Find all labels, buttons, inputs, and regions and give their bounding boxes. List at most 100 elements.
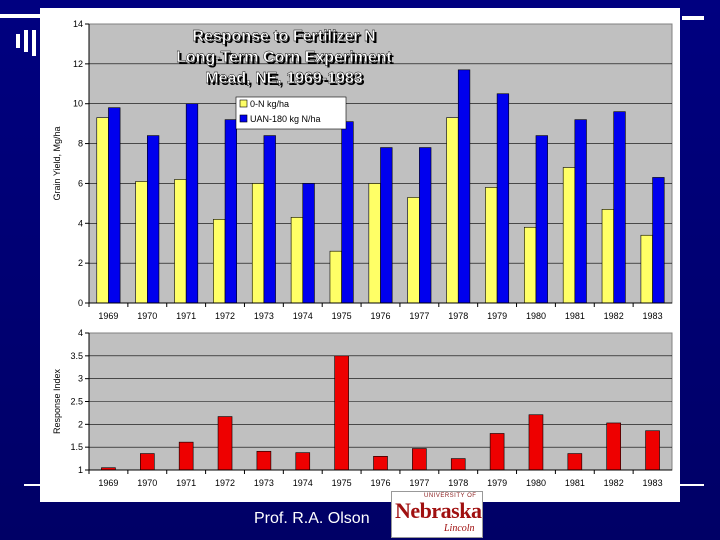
chart-panel: 0 2 4 6 8 10 12 14 Grain Yield, Mg/ha 1969 1970 197… (40, 8, 680, 502)
x-tick-label: 1981 (565, 311, 585, 321)
x-tick-label: 1975 (332, 478, 352, 488)
x-tick-label: 1969 (98, 478, 118, 488)
bar (341, 121, 354, 304)
y-axis-label: Response Index (52, 368, 62, 434)
x-tick-label: 1980 (526, 478, 546, 488)
x-tick-label: 1976 (370, 478, 390, 488)
y-axis-label: Grain Yield, Mg/ha (52, 126, 62, 200)
bar (613, 111, 626, 304)
bar (373, 455, 388, 471)
university-logo: UNIVERSITY OF Nebraska Lincoln (391, 491, 483, 538)
y-tick-label: 2.5 (70, 397, 83, 407)
chart-title-shadow: Long-Term Corn Experiment (178, 51, 394, 68)
x-tick-label: 1983 (643, 311, 663, 321)
bar (256, 450, 272, 471)
x-tick-label: 1978 (448, 478, 468, 488)
x-tick-label: 1981 (565, 478, 585, 488)
bar (213, 219, 226, 304)
bar (419, 147, 432, 304)
x-tick-label: 1977 (409, 478, 429, 488)
legend-label: UAN-180 kg N/ha (250, 114, 321, 124)
x-tick-label: 1969 (98, 311, 118, 321)
x-tick-label: 1971 (176, 478, 196, 488)
chart-title-line: Mead, NE, 1969-1983 (205, 70, 363, 87)
bar (574, 119, 587, 304)
decorative-bar (16, 34, 20, 48)
bar (562, 167, 576, 304)
bar (457, 69, 471, 304)
decorative-bar (680, 484, 704, 486)
y-tick-label: 10 (73, 99, 83, 109)
bar (217, 416, 233, 471)
bar (147, 135, 160, 304)
x-tick-label: 1975 (332, 311, 352, 321)
bar (135, 181, 148, 304)
y-tick-label: 2 (78, 258, 83, 268)
bar (640, 234, 653, 304)
bar (224, 119, 237, 304)
chart-title-shadow: Response to Fertilizer N (194, 30, 377, 47)
x-tick-label: 1980 (526, 311, 546, 321)
x-tick-label: 1983 (643, 478, 663, 488)
x-tick-label: 1970 (137, 311, 157, 321)
bar (334, 355, 349, 471)
bar (263, 135, 276, 304)
x-tick-label: 1973 (254, 311, 274, 321)
bar (652, 177, 665, 304)
y-tick-label: 3.5 (70, 351, 83, 361)
bar (567, 453, 583, 471)
x-tick-label: 1974 (293, 478, 313, 488)
bar (368, 183, 381, 304)
bar (528, 414, 544, 471)
y-tick-label: 3 (78, 374, 83, 384)
x-tick-label: 1978 (448, 311, 468, 321)
chart-title-line: Response to Fertilizer N (192, 28, 375, 45)
y-tick-label: 14 (73, 19, 83, 29)
bar (645, 430, 660, 471)
yield-chart: 0 2 4 6 8 10 12 14 Grain Yield, Mg/ha 1969 1970 197… (52, 19, 673, 321)
bar (601, 209, 614, 304)
decorative-bar (0, 14, 48, 18)
legend-swatch (239, 99, 248, 108)
bar (446, 117, 459, 304)
bar (178, 441, 194, 471)
legend-box (235, 96, 347, 130)
x-tick-label: 1974 (293, 311, 313, 321)
decorative-bar (32, 30, 36, 56)
legend-swatch (239, 114, 248, 123)
x-tick-label: 1977 (409, 311, 429, 321)
bar (302, 183, 315, 304)
y-tick-label: 2 (78, 419, 83, 429)
bar (295, 452, 311, 471)
y-tick-label: 4 (78, 328, 83, 338)
y-tick-label: 0 (78, 298, 83, 308)
decorative-bar (682, 16, 704, 20)
bar (535, 135, 548, 304)
x-tick-label: 1982 (604, 311, 624, 321)
bar (489, 433, 505, 471)
bar (290, 217, 304, 304)
logo-bottom-text: Lincoln (444, 523, 475, 534)
x-tick-label: 1979 (487, 311, 507, 321)
y-tick-label: 1 (78, 465, 83, 475)
logo-main-text: Nebraska (395, 498, 482, 523)
bar (140, 453, 155, 471)
x-tick-label: 1973 (254, 478, 274, 488)
chart-title-shadow: Mead, NE, 1969-1983 (207, 72, 365, 89)
bar (380, 147, 393, 304)
y-tick-label: 8 (78, 139, 83, 149)
bar (185, 103, 199, 304)
bar (450, 458, 466, 471)
x-tick-label: 1971 (176, 311, 196, 321)
bar (407, 197, 420, 304)
x-tick-label: 1970 (137, 478, 157, 488)
bar (485, 187, 498, 304)
bar (496, 93, 510, 304)
bar (412, 448, 427, 471)
response-index-chart: 1 1.5 2 2.5 3 3.5 4 Response Index 1969 1970 1971 1… (52, 328, 673, 488)
legend: 0-N kg/ha UAN-180 kg N/ha (235, 96, 347, 130)
bar (108, 107, 121, 304)
y-tick-label: 4 (78, 218, 83, 228)
decorative-bar (24, 30, 28, 52)
